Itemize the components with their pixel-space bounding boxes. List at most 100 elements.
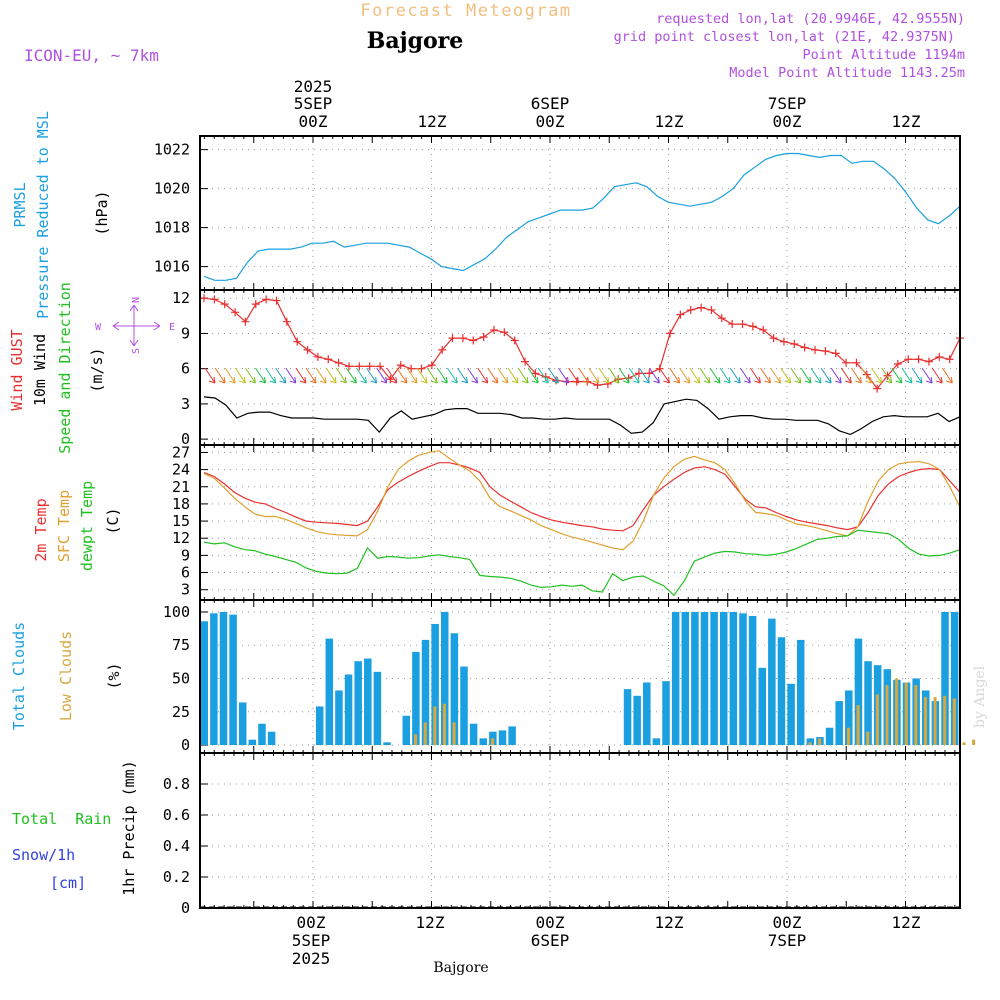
precip-panel: 0 0.2 0.4 0.6 0.8 — [163, 752, 961, 917]
wind-direction-arrow — [669, 367, 681, 384]
top-year-label: 2025 — [294, 77, 333, 96]
temp-labels: 2m Temp SFC Temp dewpt Temp (C) — [32, 481, 122, 571]
clouds-y-tick-label: 75 — [172, 636, 190, 654]
wind-direction-arrow — [911, 367, 923, 384]
gust-point — [738, 320, 747, 329]
total-cloud-bar — [508, 726, 516, 746]
total-cloud-bar — [739, 613, 747, 746]
series-line-10m-wind — [203, 396, 961, 436]
low-cloud-bar — [933, 697, 937, 746]
series-line-wind-gust — [203, 297, 961, 390]
total-cloud-bar — [623, 689, 632, 746]
total-cloud-bar — [796, 639, 805, 746]
gust-point — [779, 337, 788, 346]
wind-direction-arrow — [477, 367, 489, 384]
top-date-label: 6SEP — [531, 94, 570, 113]
wind-direction-arrow — [941, 367, 953, 384]
wind-direction-arrow — [840, 367, 852, 384]
precip-y-tick-label: 0.6 — [163, 806, 190, 824]
gust-point — [728, 320, 737, 329]
total-cloud-bar — [238, 702, 247, 746]
wind-direction-arrow — [739, 367, 751, 384]
bottom-hour-label: 12Z — [892, 913, 921, 932]
total-cloud-bar — [335, 690, 343, 746]
wind-direction-arrow — [800, 367, 812, 384]
wind-direction-arrow — [628, 367, 640, 384]
temp-y-tick-label: 15 — [172, 512, 190, 530]
total-cloud-bar — [441, 611, 449, 746]
temp-dewpt-label: dewpt Temp — [78, 481, 96, 571]
top-hour-label: 00Z — [536, 112, 565, 131]
gust-point — [842, 358, 851, 367]
total-cloud-bar — [700, 611, 709, 746]
total-cloud-bar — [662, 681, 670, 746]
top-hour-label: 00Z — [773, 112, 802, 131]
wind-direction-arrow — [386, 367, 398, 384]
precip-unit: 1hr Precip (mm) — [120, 760, 138, 895]
total-cloud-bar — [267, 731, 276, 746]
wind-direction-arrow — [850, 367, 862, 384]
wind-10m-label: 10m Wind — [31, 334, 49, 406]
total-cloud-bar — [681, 611, 690, 746]
low-cloud-bar — [895, 678, 899, 746]
snow-unit-label: [cm] — [50, 874, 86, 892]
gust-point — [448, 334, 457, 343]
gust-point — [873, 384, 882, 393]
low-cloud-bar — [885, 685, 889, 746]
total-cloud-bar — [854, 638, 863, 746]
pressure-labels: PRMSL Pressure Reduced to MSL (hPa) — [11, 111, 111, 319]
wind-direction-arrow — [830, 367, 842, 384]
wind-frame — [199, 289, 961, 446]
wind-y-tick-label: 12 — [172, 289, 190, 307]
gust-point — [862, 370, 871, 379]
bottom-hour-label: 00Z — [297, 913, 326, 932]
wind-direction-arrow — [315, 367, 327, 384]
wind-direction-arrow — [588, 367, 600, 384]
clouds-panel: 0 25 50 75 100 — [163, 599, 976, 754]
total-cloud-bar — [633, 695, 641, 746]
total-cloud-bar — [229, 614, 237, 746]
gust-point — [531, 369, 540, 378]
wind-direction-arrow — [537, 367, 549, 384]
gust-point — [748, 322, 757, 331]
wind-y-tick-label: 9 — [181, 324, 190, 342]
wind-unit: (m/s) — [88, 347, 106, 392]
wind-y-tick-label: 0 — [181, 430, 190, 448]
total-cloud-bar — [748, 615, 757, 746]
gust-point — [417, 364, 426, 373]
wind-direction-arrow — [406, 367, 418, 384]
total-cloud-bar — [950, 611, 959, 746]
wind-gust-label: Wind GUST — [8, 329, 26, 410]
wind-panel: 0 3 6 9 12 — [172, 289, 964, 448]
gust-point — [293, 337, 302, 346]
wind-direction-arrow — [467, 367, 479, 384]
top-date-label: 7SEP — [768, 94, 807, 113]
gust-point — [210, 295, 219, 304]
gust-point — [458, 334, 467, 343]
low-cloud-bar — [962, 742, 966, 746]
bottom-hour-label: 12Z — [655, 913, 684, 932]
wind-direction-arrow — [325, 367, 337, 384]
gust-point — [303, 345, 312, 354]
wind-direction-arrow — [638, 367, 650, 384]
bottom-hour-label: 12Z — [416, 913, 445, 932]
temp-y-tick-label: 3 — [181, 581, 190, 599]
wind-direction-arrow — [689, 367, 701, 384]
total-cloud-bar — [200, 621, 209, 746]
bottom-date-label: 7SEP — [768, 931, 807, 950]
wind-direction-arrow — [558, 367, 569, 384]
gust-point — [790, 340, 799, 349]
pressure-y-tick-label: 1018 — [154, 219, 190, 237]
clouds-y-tick-label: 0 — [181, 736, 190, 754]
total-clouds-label: Total Clouds — [10, 622, 28, 730]
top-hour-label: 12Z — [892, 112, 921, 131]
total-cloud-bar — [787, 683, 795, 746]
total-cloud-bar — [758, 667, 766, 746]
temp-y-tick-label: 12 — [172, 529, 190, 547]
total-cloud-bar — [671, 611, 680, 746]
gust-point — [469, 336, 478, 345]
wind-direction-arrow — [820, 367, 832, 384]
wind-direction-arrow — [416, 367, 428, 384]
credit-watermark: by Angel — [972, 665, 988, 728]
total-cloud-bar — [710, 611, 718, 746]
